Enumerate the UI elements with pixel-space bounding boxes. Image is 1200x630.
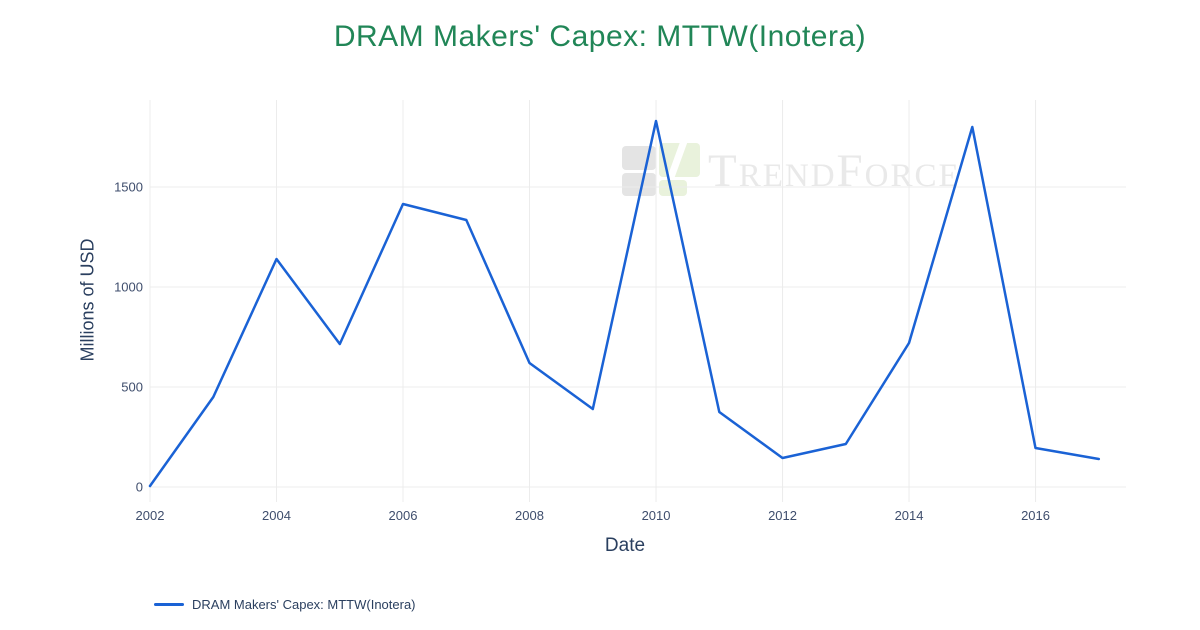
y-tick-label: 0 [136, 480, 143, 495]
x-tick-label: 2012 [768, 508, 797, 523]
x-tick-label: 2016 [1021, 508, 1050, 523]
legend-label: DRAM Makers' Capex: MTTW(Inotera) [192, 597, 416, 612]
y-tick-label: 1500 [114, 180, 143, 195]
data-line-series [148, 119, 1101, 488]
chart-title: DRAM Makers' Capex: MTTW(Inotera) [333, 20, 867, 53]
x-tick-label: 2014 [895, 508, 924, 523]
x-tick-label: 2008 [515, 508, 544, 523]
y-tick-label: 1000 [114, 280, 143, 295]
legend-line-sample [154, 603, 184, 606]
x-axis-title: Date [604, 535, 646, 556]
y-axis-title: Millions of USD [77, 238, 98, 362]
y-tick-label: 500 [121, 380, 143, 395]
legend[interactable]: DRAM Makers' Capex: MTTW(Inotera) [154, 597, 416, 612]
x-tick-label: 2004 [262, 508, 291, 523]
x-tick-label: 2010 [642, 508, 671, 523]
x-tick-label: 2002 [136, 508, 165, 523]
x-tick-label: 2006 [389, 508, 418, 523]
